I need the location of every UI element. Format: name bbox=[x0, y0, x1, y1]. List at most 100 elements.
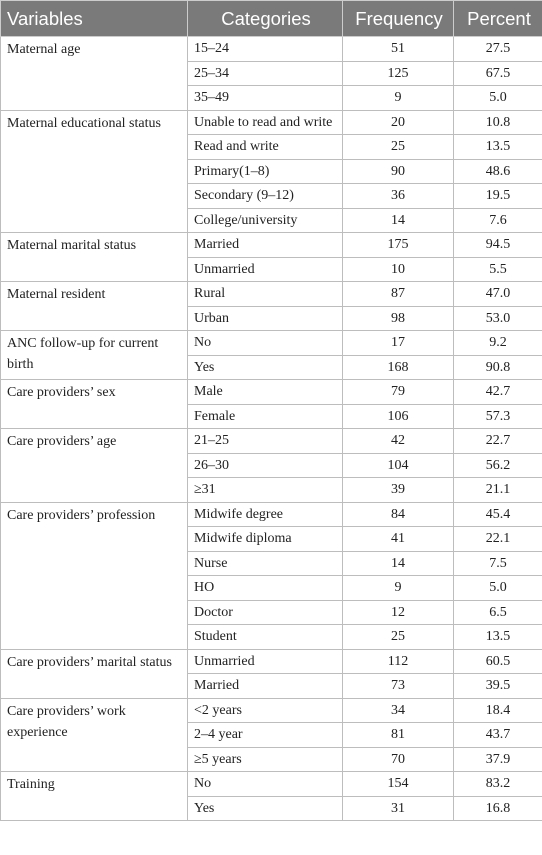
percent-cell: 9.2 bbox=[453, 330, 542, 356]
percent-cell: 47.0 bbox=[453, 281, 542, 307]
frequency-cell: 90 bbox=[342, 158, 454, 184]
table-row: Read and write 25 13.5 bbox=[1, 134, 542, 160]
frequency-cell: 9 bbox=[342, 575, 454, 601]
frequency-cell: 31 bbox=[342, 795, 454, 821]
category-cell: Rural bbox=[187, 281, 343, 307]
percent-cell: 53.0 bbox=[453, 305, 542, 331]
data-table: Variables Categories Frequency Percent M… bbox=[0, 0, 542, 821]
category-cell: Married bbox=[187, 232, 343, 258]
variable-cell: Training bbox=[0, 771, 188, 821]
percent-cell: 7.5 bbox=[453, 550, 542, 576]
variable-cell: ANC follow-up for current birth bbox=[0, 330, 188, 380]
category-cell: Secondary (9–12) bbox=[187, 183, 343, 209]
category-cell: Female bbox=[187, 403, 343, 429]
table-body: Maternal age 15–24 51 27.5 25–34 125 67.5 35–49… bbox=[0, 36, 542, 821]
category-cell: Yes bbox=[187, 795, 343, 821]
table-row: Care providers’ work experience <2 years 3… bbox=[0, 697, 542, 772]
category-cell: Nurse bbox=[187, 550, 343, 576]
percent-cell: 67.5 bbox=[453, 60, 542, 86]
variable-cell: Care providers’ profession bbox=[0, 501, 188, 650]
table-row: Primary(1–8) 90 48.6 bbox=[1, 158, 542, 184]
frequency-cell: 14 bbox=[342, 550, 454, 576]
variable-cell: Care providers’ marital status bbox=[0, 648, 188, 699]
category-cell: 35–49 bbox=[187, 85, 343, 111]
category-cell: Unmarried bbox=[187, 256, 343, 282]
header-percent: Percent bbox=[453, 0, 542, 37]
percent-cell: 60.5 bbox=[453, 648, 542, 674]
table-row: Maternal resident Rural 87 47.0 bbox=[0, 281, 542, 331]
table-row: ANC follow-up for current birth No 17 9.2 bbox=[0, 330, 542, 380]
table-row: Maternal educational status Unable to rea… bbox=[0, 109, 542, 233]
frequency-cell: 168 bbox=[342, 354, 454, 380]
percent-cell: 27.5 bbox=[453, 36, 542, 62]
table-row: Maternal age 15–24 51 27.5 bbox=[0, 36, 542, 111]
table-row: College/university 14 7.6 bbox=[1, 207, 542, 233]
percent-cell: 37.9 bbox=[453, 746, 542, 772]
header-row: Variables Categories Frequency Percent bbox=[0, 0, 542, 37]
category-cell: Doctor bbox=[187, 599, 343, 625]
percent-cell: 5.0 bbox=[453, 575, 542, 601]
percent-cell: 43.7 bbox=[453, 722, 542, 748]
percent-cell: 13.5 bbox=[453, 624, 542, 650]
table-row: Care providers’ profession Midwife degree… bbox=[0, 501, 542, 650]
frequency-cell: 73 bbox=[342, 673, 454, 699]
percent-cell: 94.5 bbox=[453, 232, 542, 258]
category-cell: 26–30 bbox=[187, 452, 343, 478]
header-frequency: Frequency bbox=[342, 0, 454, 37]
percent-cell: 22.7 bbox=[453, 428, 542, 454]
table-header: Variables Categories Frequency Percent bbox=[0, 0, 542, 37]
frequency-cell: 9 bbox=[342, 85, 454, 111]
table-row: Married 73 39.5 bbox=[1, 673, 542, 699]
table-row: Care providers’ marital status Unmarried 1… bbox=[0, 648, 542, 699]
table-row: Yes 31 16.8 bbox=[1, 795, 542, 821]
category-cell: HO bbox=[187, 575, 343, 601]
table-row: 35–49 9 5.0 bbox=[1, 85, 542, 111]
percent-cell: 42.7 bbox=[453, 379, 542, 405]
percent-cell: 16.8 bbox=[453, 795, 542, 821]
category-cell: Married bbox=[187, 673, 343, 699]
category-cell: Unable to read and write bbox=[187, 109, 343, 135]
category-cell: Yes bbox=[187, 354, 343, 380]
percent-cell: 56.2 bbox=[453, 452, 542, 478]
variable-cell: Maternal marital status bbox=[0, 232, 188, 282]
frequency-cell: 25 bbox=[342, 624, 454, 650]
percent-cell: 13.5 bbox=[453, 134, 542, 160]
percent-cell: 39.5 bbox=[453, 673, 542, 699]
variable-cell: Maternal resident bbox=[0, 281, 188, 331]
table-row: HO 9 5.0 bbox=[1, 575, 542, 601]
frequency-cell: 41 bbox=[342, 526, 454, 552]
frequency-cell: 106 bbox=[342, 403, 454, 429]
variable-cell: Care providers’ sex bbox=[0, 379, 188, 429]
table-row: Care providers’ age 21–25 42 22.7 bbox=[0, 428, 542, 503]
category-cell: Read and write bbox=[187, 134, 343, 160]
category-cell: ≥31 bbox=[187, 477, 343, 503]
percent-cell: 5.5 bbox=[453, 256, 542, 282]
category-cell: No bbox=[187, 771, 343, 797]
percent-cell: 5.0 bbox=[453, 85, 542, 111]
category-cell: Male bbox=[187, 379, 343, 405]
frequency-cell: 104 bbox=[342, 452, 454, 478]
frequency-cell: 84 bbox=[342, 501, 454, 527]
frequency-cell: 81 bbox=[342, 722, 454, 748]
category-cell: Midwife diploma bbox=[187, 526, 343, 552]
percent-cell: 18.4 bbox=[453, 697, 542, 723]
variable-cell: Maternal educational status bbox=[0, 109, 188, 233]
frequency-cell: 70 bbox=[342, 746, 454, 772]
category-cell: No bbox=[187, 330, 343, 356]
category-cell: ≥5 years bbox=[187, 746, 343, 772]
frequency-cell: 112 bbox=[342, 648, 454, 674]
percent-cell: 7.6 bbox=[453, 207, 542, 233]
table-row: Maternal marital status Married 175 94.5 bbox=[0, 232, 542, 282]
category-cell: 15–24 bbox=[187, 36, 343, 62]
category-cell: Midwife degree bbox=[187, 501, 343, 527]
frequency-cell: 175 bbox=[342, 232, 454, 258]
category-cell: Student bbox=[187, 624, 343, 650]
frequency-cell: 10 bbox=[342, 256, 454, 282]
frequency-cell: 20 bbox=[342, 109, 454, 135]
percent-cell: 22.1 bbox=[453, 526, 542, 552]
frequency-cell: 14 bbox=[342, 207, 454, 233]
frequency-cell: 34 bbox=[342, 697, 454, 723]
table-row: Nurse 14 7.5 bbox=[1, 550, 542, 576]
frequency-cell: 25 bbox=[342, 134, 454, 160]
category-cell: Urban bbox=[187, 305, 343, 331]
